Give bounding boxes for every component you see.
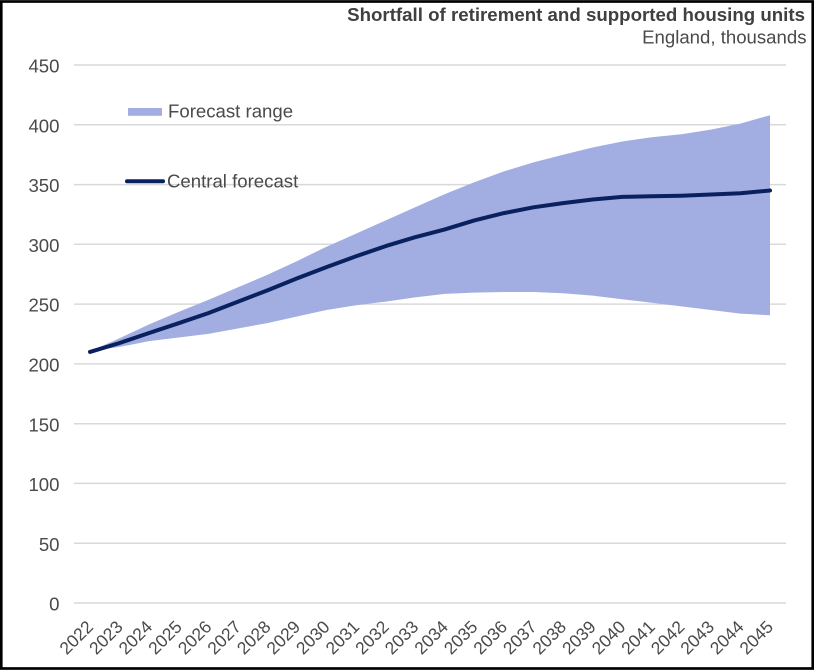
svg-text:England, thousands: England, thousands [642,27,806,48]
svg-text:200: 200 [28,355,59,376]
svg-text:400: 400 [28,115,59,136]
svg-text:450: 450 [28,56,59,77]
svg-text:350: 350 [28,175,59,196]
svg-text:Shortfall of retirement and su: Shortfall of retirement and supported ho… [347,4,805,25]
svg-text:100: 100 [28,474,59,495]
svg-text:0: 0 [49,594,59,615]
svg-text:Central forecast: Central forecast [167,170,299,191]
svg-text:50: 50 [39,534,60,555]
svg-text:Forecast range: Forecast range [168,101,293,122]
svg-text:150: 150 [28,414,59,435]
svg-text:250: 250 [28,295,59,316]
svg-text:300: 300 [28,235,59,256]
